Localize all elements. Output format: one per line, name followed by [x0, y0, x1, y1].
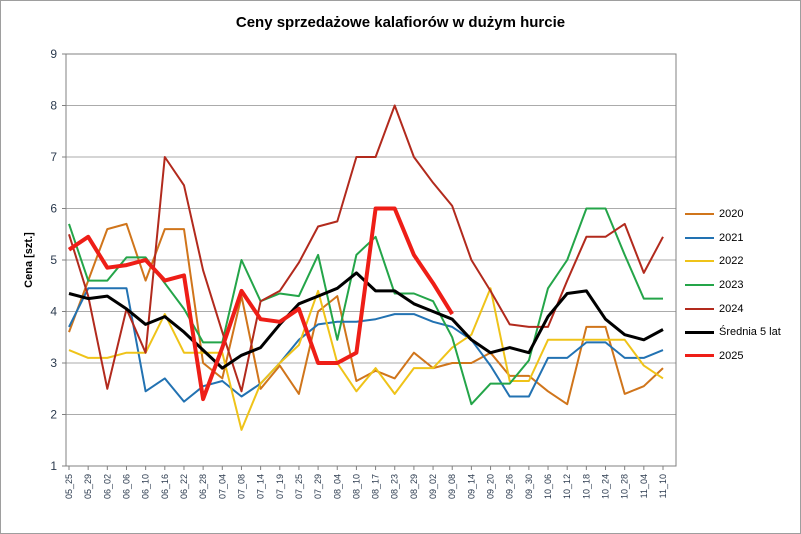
legend-item: 2023 [685, 273, 781, 297]
y-tick-label: 6 [50, 202, 57, 216]
x-tick-label: 10_12 [562, 474, 572, 499]
x-tick-label: 06_22 [179, 474, 189, 499]
x-tick-label: 10_24 [601, 474, 611, 499]
x-tick-label: 07_04 [217, 474, 227, 499]
x-tick-label: 08_29 [409, 474, 419, 499]
legend-label: 2025 [719, 349, 744, 362]
x-tick-label: 06_06 [121, 474, 131, 499]
x-tick-label: 07_19 [275, 474, 285, 499]
chart-title: Ceny sprzedażowe kalafiorów w dużym hurc… [235, 14, 566, 31]
x-tick-label: 06_16 [160, 474, 170, 499]
legend-label: 2023 [719, 278, 744, 291]
series-line-2020 [68, 222, 664, 406]
series-line-2021 [68, 287, 664, 403]
x-tick-label: 09_02 [428, 474, 438, 499]
x-tick-label: 06_02 [102, 474, 112, 499]
x-tick-label: 05_25 [64, 474, 74, 499]
x-tick-label: 11_04 [639, 474, 649, 498]
x-tick-label: 07_25 [294, 474, 304, 499]
x-tick-label: 09_30 [524, 474, 534, 499]
legend-label: 2020 [719, 207, 744, 220]
x-tick-label: 09_14 [466, 474, 476, 499]
x-tick-label: 06_28 [198, 474, 208, 499]
y-tick-label: 3 [50, 356, 57, 370]
x-tick-label: 07_14 [256, 474, 266, 499]
x-tick-label: 10_06 [543, 474, 553, 499]
y-tick-label: 5 [50, 253, 57, 267]
x-tick-label: 08_23 [390, 474, 400, 499]
y-axis-title: Cena [szt.] [23, 232, 35, 288]
series-line-2025 [67, 206, 454, 402]
x-tick-label: 11_10 [658, 474, 668, 498]
x-tick-label: 08_04 [332, 474, 342, 499]
y-tick-label: 2 [50, 408, 57, 422]
y-tick-label: 9 [50, 47, 57, 61]
x-tick-label: 09_08 [447, 474, 457, 499]
legend-line-swatch [685, 354, 714, 358]
y-tick-label: 8 [50, 99, 57, 113]
x-tick-label: 06_10 [141, 474, 151, 499]
legend-item: 2025 [685, 344, 781, 368]
legend-item: 2020 [685, 202, 781, 226]
legend-line-swatch [685, 307, 714, 310]
series-line-2023 [68, 207, 663, 406]
x-tick-label: 10_18 [581, 474, 591, 499]
legend-line-swatch [685, 260, 714, 263]
x-tick-label: 07_08 [236, 474, 246, 499]
legend-line-swatch [685, 236, 714, 239]
legend-item: 2024 [685, 297, 781, 321]
legend-label: 2024 [719, 302, 744, 315]
x-tick-label: 09_20 [486, 474, 496, 499]
legend-item: 2022 [685, 249, 781, 273]
legend: 2020 2021 2022 2023 2024 Średnia 5 lat 2… [685, 202, 781, 368]
x-tick-label: 05_29 [83, 474, 93, 499]
legend-item: Średnia 5 lat [685, 320, 781, 344]
y-tick-label: 7 [50, 150, 57, 164]
legend-item: 2021 [685, 226, 781, 250]
legend-label: 2022 [719, 255, 744, 268]
x-tick-label: 09_26 [505, 474, 515, 499]
y-tick-label: 1 [50, 459, 57, 473]
x-tick-label: 10_28 [620, 474, 630, 499]
legend-label: 2021 [719, 231, 744, 244]
x-tick-label: 07_29 [313, 474, 323, 499]
x-tick-label: 08_10 [351, 474, 361, 499]
legend-line-swatch [685, 330, 714, 334]
legend-line-swatch [685, 212, 714, 215]
y-tick-label: 4 [50, 305, 57, 319]
series-line-2022 [68, 287, 664, 431]
x-tick-label: 08_17 [371, 474, 381, 499]
series-line-2024 [68, 104, 664, 393]
legend-line-swatch [685, 283, 714, 286]
legend-label: Średnia 5 lat [719, 326, 781, 339]
